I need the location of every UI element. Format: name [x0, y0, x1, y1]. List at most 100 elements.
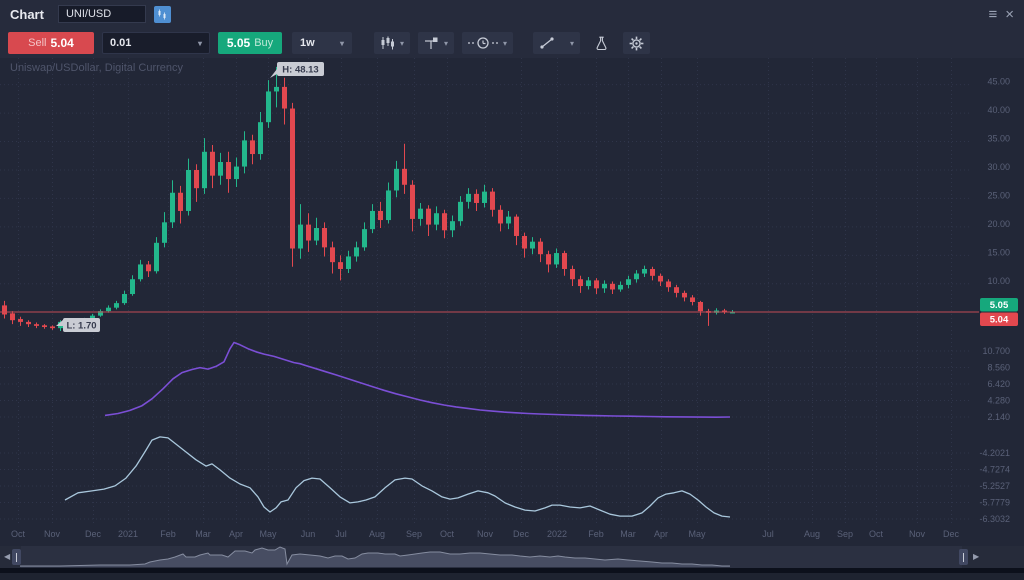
svg-text:45.00: 45.00 — [987, 77, 1010, 87]
navigator-minichart[interactable] — [0, 546, 1024, 580]
svg-text:Sep: Sep — [406, 529, 422, 539]
buy-price: 5.05 — [226, 36, 251, 50]
svg-text:Mar: Mar — [620, 529, 636, 539]
svg-text:Dec: Dec — [85, 529, 102, 539]
drawing-tools-button[interactable]: ▾ — [533, 32, 581, 54]
asset-picker-button[interactable] — [153, 5, 171, 23]
chevron-down-icon: ▾ — [444, 38, 449, 48]
settings-button[interactable] — [623, 32, 651, 54]
chevron-down-icon: ▾ — [197, 38, 202, 48]
trade-toolbar: Sell 5.04 0.01 ▾ 5.05 Buy 1w ▾ ▾ — [0, 28, 1024, 58]
buy-button[interactable]: 5.05 Buy — [218, 32, 282, 54]
svg-text:40.00: 40.00 — [987, 105, 1010, 115]
candlestick-series — [2, 66, 735, 332]
svg-text:Jul: Jul — [762, 529, 774, 539]
svg-text:25.00: 25.00 — [987, 190, 1010, 200]
timeframe-dropdown[interactable]: 1w ▾ — [292, 32, 352, 54]
chart-panel-title: Chart — [10, 6, 44, 22]
chevron-down-icon: ▾ — [339, 38, 344, 48]
svg-text:30.00: 30.00 — [987, 162, 1010, 172]
asset-picker-icon — [158, 9, 166, 19]
chevron-down-icon: ▾ — [503, 38, 508, 48]
indicators-button[interactable]: ▾ — [418, 32, 455, 54]
low-badge-label: L: 1.70 — [66, 321, 96, 332]
indicators-icon — [425, 37, 438, 49]
svg-text:-5.2527: -5.2527 — [979, 481, 1010, 491]
svg-text:2022: 2022 — [547, 529, 567, 539]
time-interval-button[interactable]: ▾ — [462, 32, 514, 54]
strategies-button[interactable] — [588, 32, 615, 54]
svg-text:Apr: Apr — [654, 529, 668, 539]
svg-text:15.00: 15.00 — [987, 247, 1010, 257]
svg-text:20.00: 20.00 — [987, 219, 1010, 229]
svg-text:Dec: Dec — [513, 529, 530, 539]
chart-type-button[interactable]: ▾ — [374, 32, 411, 54]
svg-text:6.420: 6.420 — [987, 379, 1010, 389]
scroll-right-button[interactable]: ▶ — [973, 552, 980, 561]
svg-text:Feb: Feb — [588, 529, 604, 539]
purple-indicator-line — [104, 341, 731, 419]
amount-dropdown[interactable]: 0.01 ▾ — [102, 32, 210, 54]
svg-text:Dec: Dec — [943, 529, 960, 539]
scroll-left-button[interactable]: ◀ — [4, 552, 11, 561]
svg-text:May: May — [259, 529, 277, 539]
svg-text:Nov: Nov — [477, 529, 494, 539]
svg-text:Apr: Apr — [229, 529, 243, 539]
close-icon[interactable]: × — [1005, 5, 1014, 23]
chart-type-candles-icon — [381, 36, 394, 50]
svg-text:2021: 2021 — [118, 529, 138, 539]
timeframe-value: 1w — [300, 37, 315, 49]
sell-button[interactable]: Sell 5.04 — [8, 32, 94, 54]
svg-text:Aug: Aug — [804, 529, 820, 539]
svg-text:35.00: 35.00 — [987, 134, 1010, 144]
sell-price: 5.04 — [50, 36, 74, 50]
svg-text:8.560: 8.560 — [987, 362, 1010, 372]
svg-text:4.280: 4.280 — [987, 395, 1010, 405]
strategy-flask-icon — [596, 36, 607, 50]
navigator-right-handle[interactable] — [959, 549, 968, 565]
svg-text:-5.7779: -5.7779 — [979, 497, 1010, 507]
svg-text:Aug: Aug — [369, 529, 385, 539]
svg-text:Sep: Sep — [837, 529, 853, 539]
svg-text:-4.7274: -4.7274 — [979, 464, 1010, 474]
bid-price-badge: 5.04 — [980, 312, 1018, 326]
amount-value: 0.01 — [110, 37, 132, 49]
low-badge: L: 1.70 — [56, 318, 100, 332]
time-interval-clock-icon — [468, 37, 499, 49]
svg-text:10.700: 10.700 — [982, 346, 1010, 356]
chevron-down-icon: ▾ — [570, 38, 575, 48]
svg-text:May: May — [688, 529, 706, 539]
svg-text:Oct: Oct — [440, 529, 455, 539]
buy-label: Buy — [254, 37, 274, 49]
blue-indicator-line — [64, 436, 731, 518]
svg-text:-4.2021: -4.2021 — [979, 448, 1010, 458]
axis-labels: 45.00 40.00 35.00 30.00 25.00 20.00 15.00 10.00… — [11, 77, 1010, 539]
ask-price-badge: 5.05 — [980, 298, 1018, 312]
menu-icon[interactable]: ≡ — [988, 5, 998, 23]
svg-text:Nov: Nov — [909, 529, 926, 539]
svg-text:2.140: 2.140 — [987, 412, 1010, 422]
chevron-down-icon: ▾ — [400, 38, 405, 48]
svg-text:Nov: Nov — [44, 529, 61, 539]
svg-text:Feb: Feb — [160, 529, 176, 539]
svg-text:Mar: Mar — [195, 529, 211, 539]
ask-price-label: 5.05 — [990, 300, 1009, 311]
svg-text:Oct: Oct — [869, 529, 884, 539]
svg-text:Oct: Oct — [11, 529, 26, 539]
settings-gear-icon — [629, 36, 644, 50]
svg-text:Jun: Jun — [301, 529, 316, 539]
bid-price-label: 5.04 — [990, 315, 1009, 326]
navigator-left-handle[interactable] — [12, 549, 21, 565]
drawing-line-icon — [540, 37, 554, 49]
title-bar: Chart UNI/USD ≡ × — [0, 0, 1024, 28]
symbol-input[interactable]: UNI/USD — [57, 5, 146, 23]
high-badge-label: H: 48.13 — [282, 65, 318, 76]
instrument-title: Uniswap/USDollar, Digital Currency — [10, 62, 184, 74]
svg-text:10.00: 10.00 — [987, 276, 1010, 286]
svg-text:-6.3032: -6.3032 — [979, 514, 1010, 524]
sell-label: Sell — [28, 37, 47, 49]
svg-text:Jul: Jul — [335, 529, 347, 539]
high-badge: H: 48.13 — [270, 62, 324, 78]
